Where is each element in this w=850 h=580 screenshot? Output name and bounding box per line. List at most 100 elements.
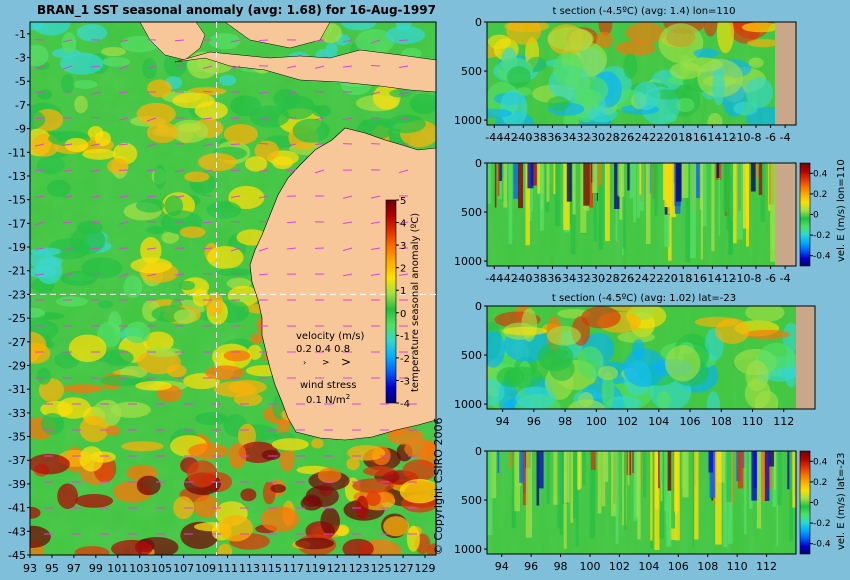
- wind-arrow: [174, 273, 185, 276]
- map-y-tick-label: -1: [15, 28, 26, 41]
- sst-map: [30, 22, 436, 555]
- map-x-tick-label: 127: [393, 562, 414, 575]
- section-x-tick-label: -36: [543, 131, 561, 144]
- section-x-tick-label: -28: [602, 272, 620, 285]
- map-y-tick-label: -29: [8, 359, 26, 372]
- panel-c-land: [796, 306, 815, 409]
- wind-arrow: [202, 65, 213, 69]
- section-colorbar-tick-label: -0.4: [813, 252, 831, 262]
- section-x-tick-label: 104: [638, 560, 659, 573]
- map-y-tick-label: -15: [8, 194, 26, 207]
- wind-arrow: [62, 247, 73, 251]
- section-y-tick-label: 500: [461, 206, 482, 219]
- map-y-tick-label: -5: [15, 75, 26, 88]
- wind-arrow: [62, 221, 73, 224]
- section-colorbar-tick-label: 0.2: [813, 190, 827, 200]
- map-colorbar-tick-label: -4: [400, 399, 410, 410]
- map-x-tick-label: 107: [173, 562, 194, 575]
- section-x-tick-label: -20: [660, 131, 678, 144]
- panel-b-frame: [486, 162, 797, 267]
- map-y-tick-label: -43: [8, 525, 26, 538]
- wind-arrow: [174, 169, 185, 173]
- panel-d-plot: [487, 451, 796, 554]
- section-x-tick-label: 100: [580, 560, 601, 573]
- wind-arrow: [314, 169, 325, 174]
- map-colorbar-bar: [385, 199, 397, 404]
- map-y-tick-label: -17: [8, 217, 26, 230]
- wind-arrow: [286, 65, 297, 69]
- wind-arrow: [258, 117, 269, 121]
- map-x-tick-label: 119: [305, 562, 326, 575]
- map-y-tick-label: -27: [8, 336, 26, 349]
- panel-a-frame: [486, 21, 797, 126]
- wind-arrow: [370, 247, 381, 250]
- wind-arrow: [34, 221, 45, 226]
- map-x-tick-label: 109: [195, 562, 216, 575]
- map-y-tick-label: -11: [8, 146, 26, 159]
- section-y-tick-label: 1000: [454, 398, 482, 411]
- section-x-tick-label: -4: [780, 272, 791, 285]
- wind-arrow: [118, 195, 129, 198]
- section-x-tick-label: -32: [573, 131, 591, 144]
- section-x-tick-label: 102: [609, 560, 630, 573]
- wind-arrow: [342, 195, 353, 199]
- map-x-tick-label: 117: [283, 562, 304, 575]
- wind-arrow: [90, 247, 101, 250]
- wind-arrow: [62, 273, 73, 277]
- section-y-tick-label: 1000: [454, 114, 482, 127]
- wind-arrow: [398, 91, 409, 96]
- section-x-tick-label: 98: [554, 560, 568, 573]
- section-x-tick-label: 98: [558, 415, 572, 428]
- map-y-tick-label: -41: [8, 502, 26, 515]
- wind-arrow: [286, 169, 297, 172]
- section-x-tick-label: -24: [631, 131, 649, 144]
- wind-arrow: [174, 39, 185, 42]
- panel-b-plot: [487, 163, 796, 266]
- section-x-tick-label: -36: [543, 272, 561, 285]
- section-x-tick-label: -26: [616, 131, 634, 144]
- wind-arrow: [230, 195, 241, 198]
- section-x-tick-label: -38: [529, 131, 547, 144]
- wind-arrow: [398, 169, 409, 174]
- map-x-tick-label: 115: [261, 562, 282, 575]
- section-colorbar-tick-label: 0: [813, 211, 819, 221]
- map-colorbar-ticks: 5 4 3 2 1 0 -1 -2 -3 -4: [396, 196, 410, 410]
- velocity-scale: 0.2 0.4 0.8: [296, 344, 350, 355]
- panel-a-texture: [487, 22, 796, 125]
- section-colorbar-tick-label: -0.2: [813, 519, 831, 529]
- section-x-tick-label: -42: [500, 131, 518, 144]
- wind-arrow: [230, 65, 241, 70]
- land-java-islands: [174, 49, 436, 93]
- section-x-tick-label: 94: [495, 560, 509, 573]
- section-x-tick-label: -14: [703, 131, 721, 144]
- wind-arrow: [34, 195, 45, 199]
- wind-arrow: [202, 117, 213, 120]
- section-x-tick-label: -34: [558, 131, 576, 144]
- section-x-tick-label: -22: [645, 131, 663, 144]
- wind-arrow: [398, 117, 409, 121]
- section-x-tick-label: -30: [587, 131, 605, 144]
- velocity-arrow-mid: >: [322, 358, 330, 368]
- wind-arrow: [202, 272, 213, 275]
- section-colorbar-tick-label: -0.2: [813, 231, 831, 241]
- panel-b-colorbar: [799, 162, 811, 267]
- map-x-tick-label: 105: [151, 562, 172, 575]
- wind-arrow: [90, 169, 101, 172]
- wind-arrow: [90, 195, 101, 198]
- wind-arrow: [118, 143, 129, 146]
- section-colorbar-tick-label: 0.4: [813, 169, 828, 179]
- wind-arrow: [202, 90, 213, 93]
- section-x-tick-label: 112: [773, 415, 794, 428]
- map-y-tick-label: -35: [8, 431, 26, 444]
- wind-arrow: [370, 39, 381, 44]
- wind-arrow: [314, 65, 325, 69]
- wind-arrow: [118, 273, 129, 278]
- wind-arrow: [398, 273, 409, 276]
- wind-arrow: [90, 143, 101, 147]
- section-x-tick-label: -8: [751, 131, 762, 144]
- section-x-tick-label: -10: [732, 272, 750, 285]
- section-x-tick-label: 94: [496, 415, 510, 428]
- wind-arrow: [146, 143, 157, 148]
- wind-arrow: [230, 272, 241, 275]
- wind-arrow: [62, 65, 73, 70]
